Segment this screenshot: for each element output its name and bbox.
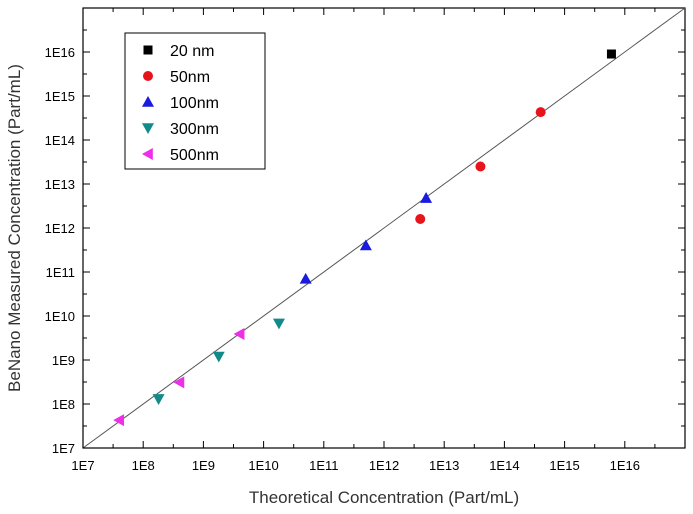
- legend-label-500nm: 500nm: [170, 147, 219, 164]
- legend-marker-20nm: [143, 45, 153, 55]
- data-point-300nm: [152, 394, 165, 405]
- legend-label-100nm: 100nm: [170, 95, 219, 112]
- x-tick-label: 1E8: [132, 458, 155, 473]
- x-axis: 1E7 1E8 1E9 1E10 1E11 1E12 1E13 1E14 1E15 1E16: [71, 8, 656, 473]
- legend-label-50nm: 50nm: [170, 69, 210, 86]
- data-point-100nm: [299, 272, 312, 284]
- legend-marker-500nm: [142, 148, 153, 160]
- x-tick-label: 1E16: [610, 458, 640, 473]
- reference-line-y-equals-x: [82, 7, 686, 449]
- y-tick-label: 1E11: [46, 265, 75, 280]
- y-tick-label: 1E9: [52, 353, 75, 368]
- data-point-50nm: [535, 107, 546, 118]
- y-tick-label: 1E7: [52, 441, 75, 456]
- legend: 20 nm 50nm 100nm 300nm 500nm: [124, 32, 266, 170]
- data-points: [113, 49, 616, 427]
- x-tick-label: 1E14: [489, 458, 519, 473]
- legend-label-20nm: 20 nm: [170, 43, 214, 60]
- legend-marker-50nm: [143, 71, 153, 81]
- data-point-300nm: [212, 351, 225, 363]
- y-tick-label: 1E13: [45, 177, 75, 192]
- x-tick-label: 1E11: [309, 458, 338, 473]
- data-point-100nm: [420, 192, 433, 203]
- y-axis: 1E7 1E8 1E9 1E10 1E11 1E12 1E13 1E14 1E15 1E16: [45, 29, 685, 456]
- x-tick-label: 1E12: [369, 458, 399, 473]
- data-point-50nm: [415, 214, 426, 225]
- y-tick-label: 1E15: [45, 89, 75, 104]
- y-tick-label: 1E10: [45, 309, 75, 324]
- reference-line: [82, 7, 686, 449]
- x-tick-label: 1E15: [549, 458, 579, 473]
- y-tick-label: 1E14: [45, 133, 75, 148]
- x-tick-label: 1E7: [71, 458, 94, 473]
- x-axis-title: Theoretical Concentration (Part/mL): [249, 488, 519, 507]
- data-point-50nm: [475, 161, 486, 172]
- y-tick-label: 1E12: [45, 221, 75, 236]
- data-point-500nm: [173, 376, 185, 389]
- y-axis-title: BeNano Measured Concentration (Part/mL): [5, 64, 24, 392]
- legend-marker-300nm: [142, 123, 154, 134]
- data-point-100nm: [359, 239, 372, 251]
- x-tick-label: 1E9: [192, 458, 215, 473]
- y-tick-label: 1E8: [52, 397, 75, 412]
- legend-marker-100nm: [142, 96, 154, 107]
- legend-label-300nm: 300nm: [170, 121, 219, 138]
- y-tick-label: 1E16: [45, 45, 75, 60]
- data-point-500nm: [113, 414, 125, 427]
- data-point-300nm: [272, 318, 285, 330]
- data-point-20nm: [606, 49, 616, 59]
- x-tick-label: 1E10: [248, 458, 278, 473]
- data-point-500nm: [233, 327, 245, 340]
- x-tick-label: 1E13: [429, 458, 459, 473]
